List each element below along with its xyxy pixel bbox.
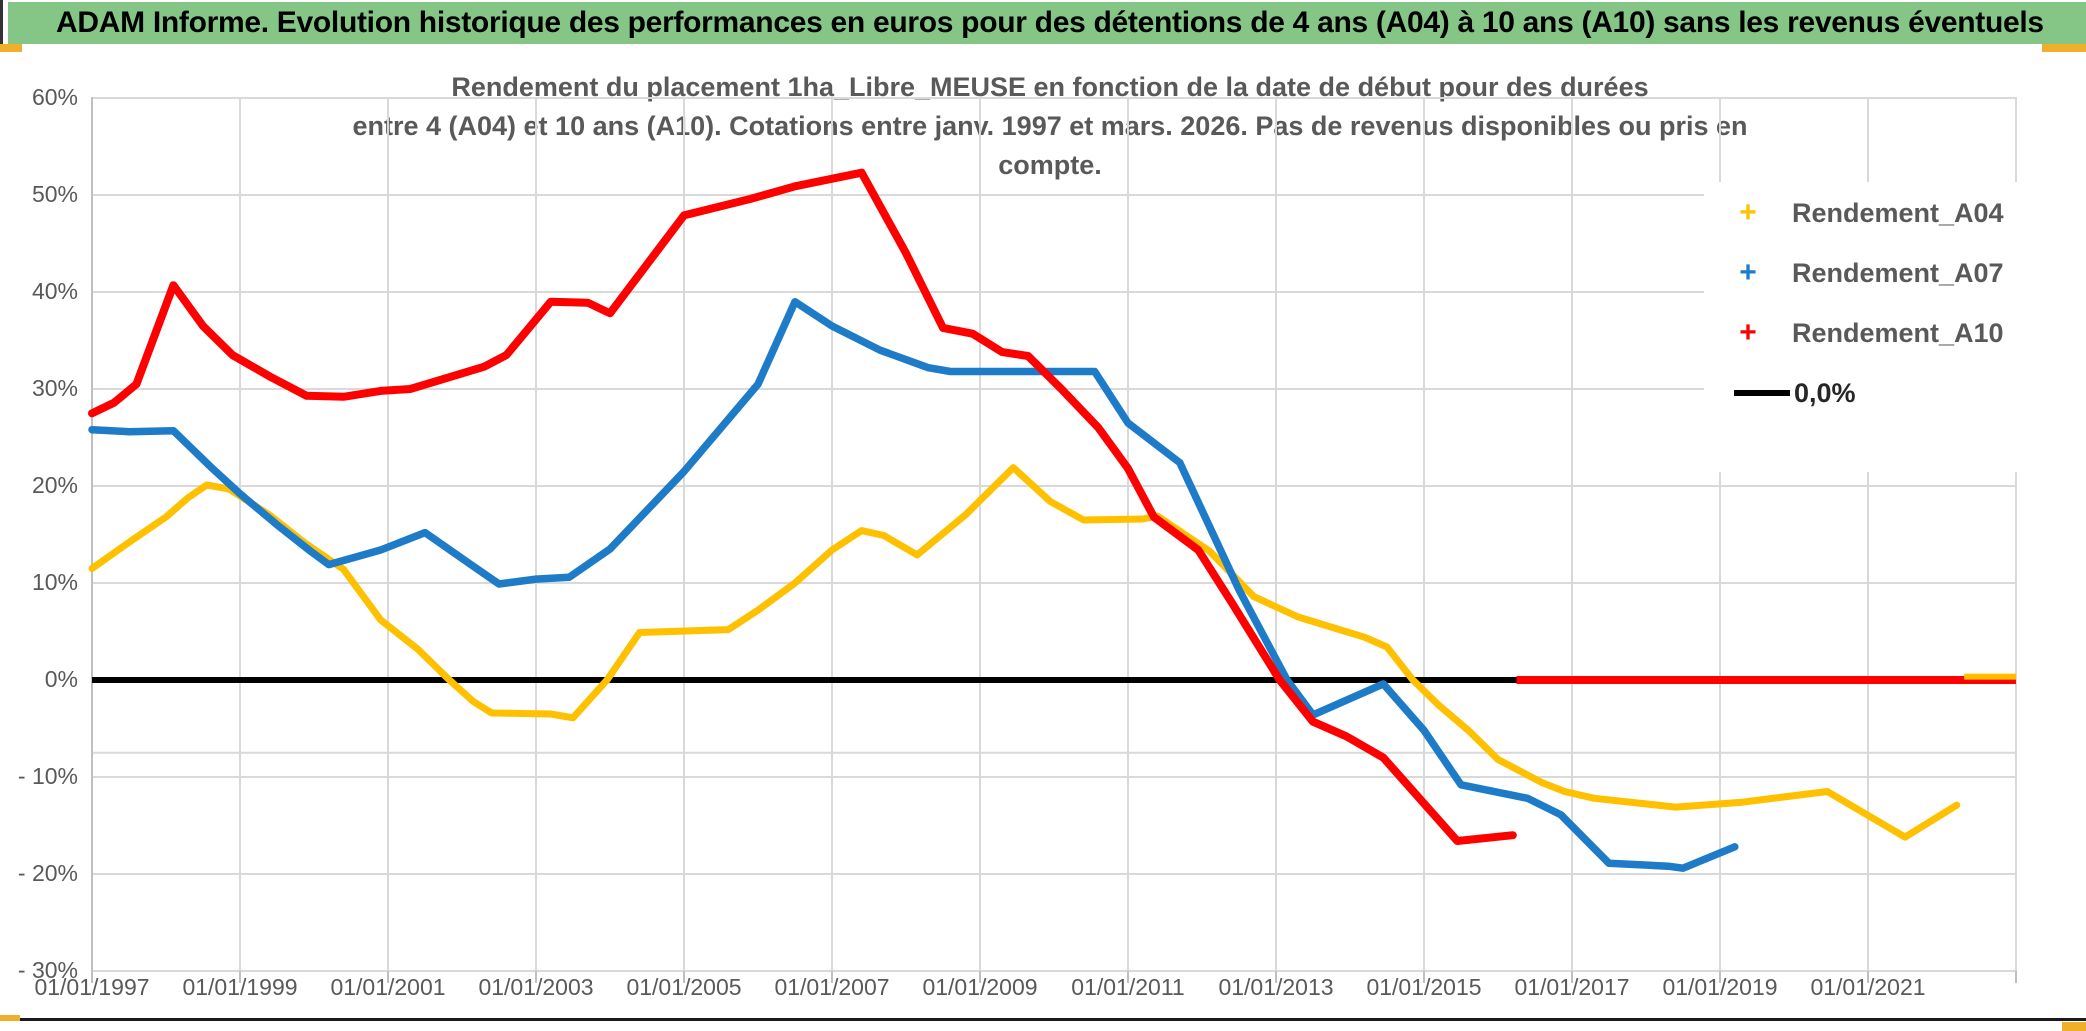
- corner-accent-top-right: [2042, 44, 2086, 52]
- y-axis-label-50: 50%: [31, 181, 78, 207]
- chart-title-line2: entre 4 (A04) et 10 ans (A10). Cotations…: [352, 111, 1748, 180]
- series-rendement_a07: [88, 297, 1739, 872]
- legend-item-a04[interactable]: + Rendement_A04: [1704, 190, 2018, 236]
- legend-label-a07: Rendement_A07: [1792, 257, 2004, 288]
- y-axis-label--10: - 10%: [17, 763, 78, 789]
- legend-item-a07[interactable]: + Rendement_A07: [1704, 250, 2018, 296]
- legend-plus-marker-a10: +: [1739, 316, 1757, 349]
- x-axis-label-2015: 01/01/2015: [1366, 974, 1482, 1000]
- y-axis-label-0: 0%: [44, 666, 78, 692]
- x-axis-label-2009: 01/01/2009: [922, 974, 1038, 1000]
- legend-plus-marker-a07: +: [1739, 256, 1757, 289]
- y-axis-label--20: - 20%: [17, 860, 78, 886]
- y-axis-label-60: 60%: [31, 84, 78, 110]
- y-axis-label-40: 40%: [31, 278, 78, 304]
- legend-item-a10[interactable]: + Rendement_A10: [1704, 310, 2018, 356]
- x-axis-label-2011: 01/01/2011: [1071, 974, 1185, 1000]
- legend-label-a10: Rendement_A10: [1792, 317, 2004, 348]
- sheet-left-border: [0, 0, 3, 44]
- y-axis-label--30: - 30%: [17, 957, 78, 983]
- x-axis-label-2007: 01/01/2007: [774, 974, 890, 1000]
- x-axis-label-1997: 01/01/1997: [34, 974, 150, 1000]
- x-axis-label-2005: 01/01/2005: [626, 974, 742, 1000]
- x-axis-label-2017: 01/01/2017: [1514, 974, 1630, 1000]
- x-axis-label-2003: 01/01/2003: [478, 974, 594, 1000]
- x-axis-label-2021: 01/01/2021: [1810, 974, 1926, 1000]
- bottom-border: [0, 1018, 2086, 1021]
- legend: + Rendement_A04 + Rendement_A07 + Rendement_A…: [1704, 182, 2018, 472]
- x-axis-label-2013: 01/01/2013: [1218, 974, 1334, 1000]
- x-axis-label-2001: 01/01/2001: [330, 974, 446, 1000]
- series-rendement_a04: [88, 464, 1961, 841]
- legend-plus-marker-a04: +: [1739, 196, 1757, 229]
- legend-zero-line-swatch: [1734, 390, 1790, 396]
- corner-accent-bottom-left: [0, 1015, 20, 1021]
- y-axis-label-20: 20%: [31, 472, 78, 498]
- x-axis-label-1999: 01/01/1999: [182, 974, 298, 1000]
- y-axis-label-30: 30%: [31, 375, 78, 401]
- banner-title: ADAM Informe. Evolution historique des p…: [56, 6, 2044, 39]
- series-rendement_a10: [88, 168, 1517, 845]
- legend-item-zero[interactable]: 0,0%: [1704, 370, 2018, 416]
- x-axis-label-2019: 01/01/2019: [1662, 974, 1778, 1000]
- header-banner: ADAM Informe. Evolution historique des p…: [8, 2, 2086, 44]
- corner-accent-top-left: [0, 44, 22, 52]
- corner-accent-bottom-right: [2062, 1022, 2086, 1031]
- legend-label-zero: 0,0%: [1794, 377, 1856, 408]
- y-axis-label-10: 10%: [31, 569, 78, 595]
- legend-label-a04: Rendement_A04: [1792, 197, 2004, 228]
